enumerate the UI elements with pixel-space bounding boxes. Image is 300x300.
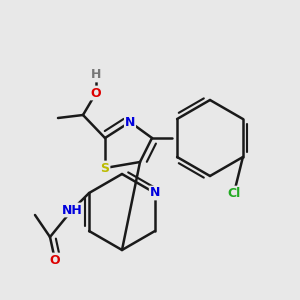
Text: O: O (91, 86, 101, 100)
Text: N: N (125, 116, 135, 128)
Text: N: N (150, 187, 160, 200)
Text: Cl: Cl (227, 187, 241, 200)
Text: H: H (91, 68, 101, 82)
Text: S: S (100, 161, 109, 175)
Text: NH: NH (61, 203, 82, 217)
Text: O: O (50, 254, 60, 266)
